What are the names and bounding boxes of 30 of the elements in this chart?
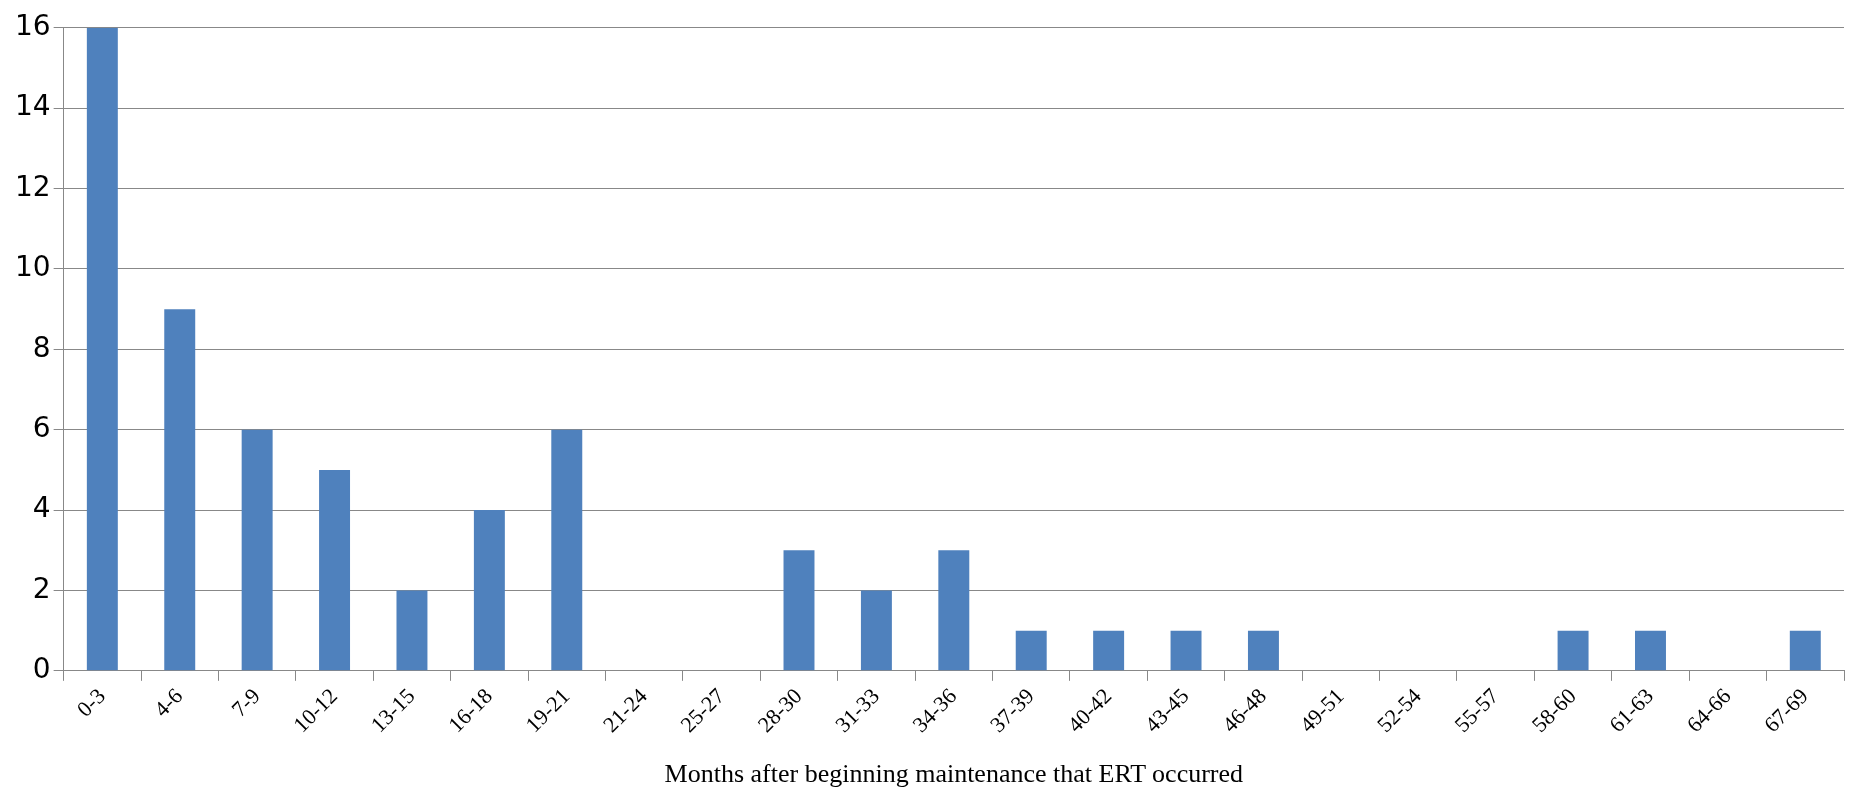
y-tick-label: 8 <box>32 330 51 364</box>
y-tick-label: 12 <box>14 169 51 203</box>
bar <box>1015 630 1047 671</box>
y-tick-label: 10 <box>14 250 51 284</box>
bar <box>1635 630 1666 671</box>
x-axis-title: Months after beginning maintenance that ERT occurred <box>664 759 1244 789</box>
bar <box>319 469 351 671</box>
bar <box>86 27 118 671</box>
y-tick-label: 4 <box>32 491 51 525</box>
x-tick-label: 0-3 <box>71 683 110 722</box>
bar <box>1170 630 1202 671</box>
y-tick-label: 14 <box>14 89 51 123</box>
y-tick-label: 16 <box>14 9 51 43</box>
bar <box>551 429 583 671</box>
bar <box>1557 630 1589 671</box>
bar <box>783 550 815 671</box>
bar <box>164 309 196 671</box>
bar <box>241 429 273 671</box>
x-tick-label: 7-9 <box>226 683 265 722</box>
bar <box>396 590 428 671</box>
bar <box>860 590 892 671</box>
y-tick-label: 2 <box>32 571 51 605</box>
bar <box>473 510 505 671</box>
y-tick-label: 0 <box>32 652 51 686</box>
bar <box>1247 630 1279 671</box>
bar <box>1789 630 1821 671</box>
bar <box>938 550 970 671</box>
bar <box>1093 630 1125 671</box>
y-tick-label: 6 <box>32 410 51 444</box>
x-tick-label: 4-6 <box>148 683 188 722</box>
